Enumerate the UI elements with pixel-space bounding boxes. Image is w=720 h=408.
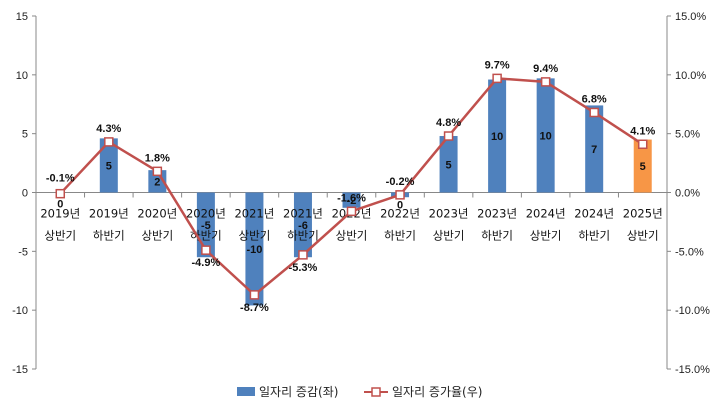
bar: [585, 105, 604, 193]
legend-swatch-bar: [237, 387, 255, 396]
line-path: [59, 77, 644, 297]
line-value-label: -0.1%: [46, 173, 75, 185]
line-value-label: -5.3%: [289, 262, 318, 274]
bar-value-label: 0: [57, 199, 63, 211]
left-tick-label: -10: [12, 305, 28, 317]
legend: 일자리 증감(좌) 일자리 증가율(우): [237, 385, 482, 399]
bar-value-label: -10: [246, 244, 262, 256]
category-label-year: 2019년: [89, 207, 129, 221]
category-label-year: 2024년: [526, 207, 566, 221]
line-marker: [346, 206, 357, 217]
category-label-half: 상반기: [239, 229, 271, 243]
line-value-label: 6.8%: [582, 93, 607, 105]
left-tick-label: -15: [12, 364, 28, 376]
line-marker: [492, 73, 502, 84]
category-label-half: 상반기: [336, 229, 368, 243]
category-label-year: 2019년: [40, 207, 80, 221]
right-tick-label: 10.0%: [675, 70, 706, 82]
bar-value-label: 2: [154, 176, 160, 188]
line-marker: [298, 250, 308, 260]
line-value-label: -4.9%: [192, 257, 221, 269]
left-tick-label: 10: [16, 70, 28, 82]
category-label-year: 2025년: [623, 207, 663, 221]
line-value-label: 9.4%: [533, 63, 558, 75]
line-value-label: -1.6%: [337, 192, 366, 204]
bar-series: [99, 78, 652, 306]
bar: [99, 138, 118, 193]
category-label-half: 상반기: [627, 229, 659, 243]
line-value-label: 4.1%: [630, 125, 655, 137]
line-value-label: 9.7%: [485, 59, 510, 71]
bar-value-label: 0: [397, 200, 403, 212]
category-label-year: 2022년: [380, 207, 420, 221]
left-tick-label: 0: [22, 188, 28, 200]
line-marker: [249, 290, 260, 300]
category-label-year: 2021년: [283, 207, 323, 221]
line-marker: [395, 190, 405, 200]
bar-value-label: 7: [591, 144, 597, 156]
bar: [488, 79, 507, 193]
data-labels: 0 5 2 -5 -10 -6 -2 0 5 10 10 7 5 -0.1% 4.3% 1.8% -4.9% -8…: [46, 59, 656, 314]
bar-value-label: 5: [640, 161, 646, 173]
category-label-half: 하반기: [578, 229, 610, 243]
legend-label-line: 일자리 증가율(우): [392, 385, 482, 399]
line-value-label: -0.2%: [386, 176, 415, 188]
left-tick-label: 5: [22, 129, 28, 141]
bar-value-label: -2: [347, 195, 357, 207]
left-tick-label: -5: [18, 246, 28, 258]
category-label-half: 하반기: [384, 229, 416, 243]
category-label-year: 2023년: [477, 207, 517, 221]
category-label-year: 2020년: [186, 207, 226, 221]
category-label-year: 2024년: [574, 207, 614, 221]
line-series: [55, 73, 648, 300]
right-tick-label: 0.0%: [675, 188, 700, 200]
bar-value-label: 5: [106, 160, 112, 172]
line-marker: [152, 166, 163, 177]
line-value-label: 1.8%: [145, 152, 170, 164]
bar-value-label: 5: [446, 159, 452, 171]
line-marker: [201, 245, 211, 255]
line-value-label: 4.3%: [96, 123, 121, 135]
legend-label-bar: 일자리 증감(좌): [259, 385, 338, 399]
category-label-year: 2020년: [137, 207, 177, 221]
line-value-label: -8.7%: [240, 302, 269, 314]
category-label-half: 하반기: [287, 229, 319, 243]
line-marker: [55, 188, 66, 199]
right-tick-label: -5.0%: [675, 246, 704, 258]
category-label-half: 상반기: [433, 229, 465, 243]
bar-value-label: -6: [298, 220, 308, 232]
line-marker: [589, 107, 599, 118]
bar: [633, 139, 652, 193]
right-tick-label: 15.0%: [675, 11, 706, 23]
category-label-half: 하반기: [481, 229, 513, 243]
bar: [245, 192, 264, 306]
category-label-half: 상반기: [141, 229, 173, 243]
right-tick-label: 5.0%: [675, 129, 700, 141]
line-marker: [104, 137, 114, 147]
category-label-half: 상반기: [530, 229, 562, 243]
right-tick-label: -10.0%: [675, 305, 710, 317]
bar: [536, 78, 555, 193]
line-value-label: 4.8%: [436, 117, 461, 129]
line-marker: [540, 77, 551, 87]
left-tick-label: 15: [16, 11, 28, 23]
line-marker: [637, 139, 648, 150]
legend-swatch-marker: [371, 387, 381, 397]
category-label-half: 하반기: [93, 229, 125, 243]
bar: [439, 136, 458, 193]
bar: [293, 192, 312, 258]
bar-value-label: 10: [491, 131, 503, 143]
category-label-year: 2021년: [234, 207, 274, 221]
axes: -15 -10 -5 0 5 10 15 -15.0% -10.0% -5.0% 0.0% 5.0% 1…: [12, 11, 710, 376]
bar: [342, 192, 361, 208]
line-marker: [443, 131, 454, 141]
bar-value-label: 10: [540, 130, 552, 142]
bar-value-label: -5: [201, 220, 211, 232]
category-label-half: 상반기: [44, 229, 76, 243]
right-tick-label: -15.0%: [675, 364, 710, 376]
category-label-year: 2023년: [429, 207, 469, 221]
